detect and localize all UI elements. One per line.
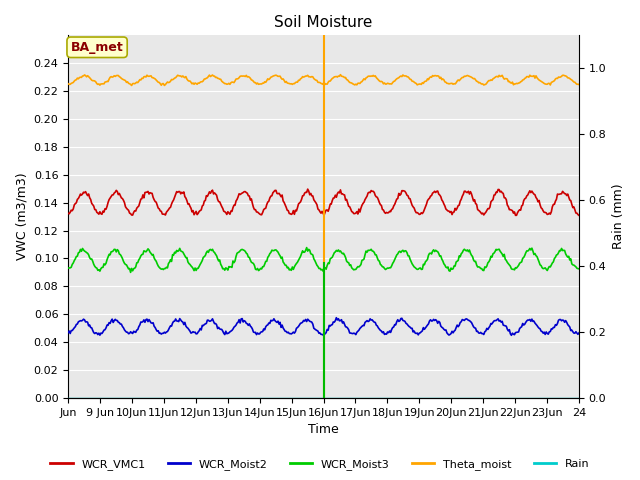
Title: Soil Moisture: Soil Moisture <box>275 15 372 30</box>
Text: BA_met: BA_met <box>70 41 124 54</box>
Y-axis label: Rain (mm): Rain (mm) <box>612 184 625 250</box>
Y-axis label: VWC (m3/m3): VWC (m3/m3) <box>15 173 28 261</box>
X-axis label: Time: Time <box>308 423 339 436</box>
Legend: WCR_VMC1, WCR_Moist2, WCR_Moist3, Theta_moist, Rain: WCR_VMC1, WCR_Moist2, WCR_Moist3, Theta_… <box>46 455 594 474</box>
